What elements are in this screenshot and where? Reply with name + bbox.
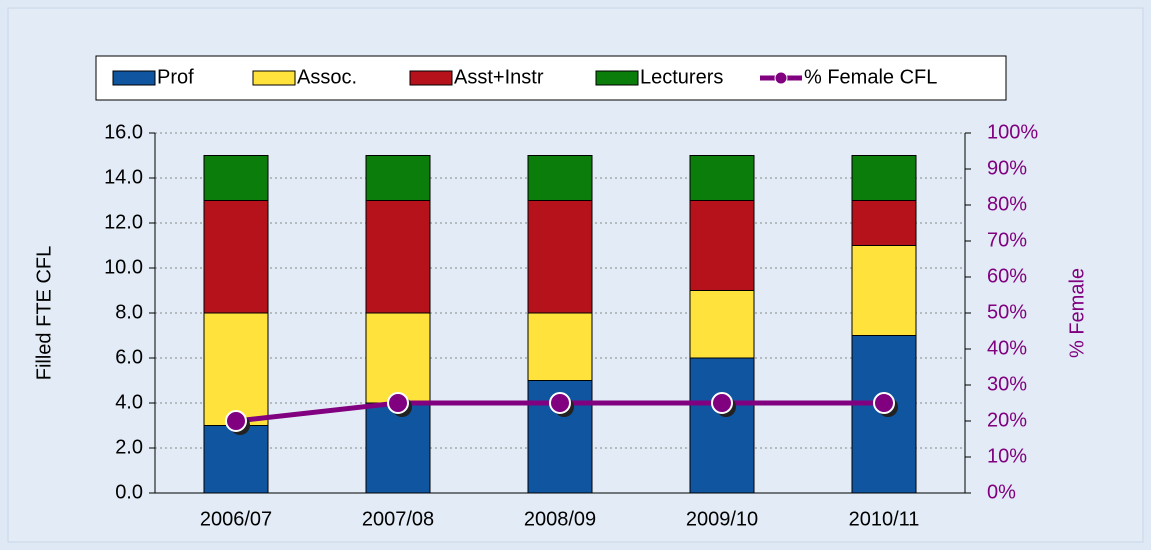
y2-tick-label: 40% (987, 337, 1027, 359)
legend-label: % Female CFL (804, 66, 937, 88)
bar-segment (851, 245, 917, 336)
x-tick-label: 2007/08 (362, 508, 434, 530)
legend-swatch (595, 70, 639, 86)
y2-tick-label: 0% (987, 481, 1016, 503)
bar-segment (689, 290, 755, 359)
legend-swatch (774, 71, 788, 85)
legend-label: Prof (157, 66, 194, 88)
line-marker (387, 392, 409, 414)
legend (95, 55, 1007, 101)
y2-tick-label: 20% (987, 409, 1027, 431)
y2-tick-label: 100% (987, 121, 1038, 143)
x-tick-label: 2006/07 (200, 508, 272, 530)
bar-segment (203, 200, 269, 314)
x-tick-label: 2009/10 (686, 508, 758, 530)
line-marker (549, 392, 571, 414)
y2-tick-label: 60% (987, 265, 1027, 287)
bar-segment (365, 402, 431, 494)
bar-segment (203, 155, 269, 201)
line-marker (225, 410, 247, 432)
bar-segment (203, 312, 269, 426)
legend-swatch (252, 70, 296, 86)
y2-tick-label: 80% (987, 193, 1027, 215)
y2-axis-label: % Female (1066, 268, 1088, 358)
y-tick-label: 0.0 (115, 481, 143, 503)
y-tick-label: 10.0 (104, 256, 143, 278)
y-tick-label: 8.0 (115, 301, 143, 323)
bar-segment (689, 200, 755, 291)
y2-tick-label: 70% (987, 229, 1027, 251)
line-marker (873, 392, 895, 414)
line-marker (711, 392, 733, 414)
x-tick-label: 2008/09 (524, 508, 596, 530)
y2-tick-label: 30% (987, 373, 1027, 395)
y-axis-label: Filled FTE CFL (33, 246, 55, 380)
legend-label: Lecturers (640, 66, 723, 88)
legend-swatch (112, 70, 156, 86)
y2-tick-label: 50% (987, 301, 1027, 323)
y-tick-label: 6.0 (115, 346, 143, 368)
bar-segment (527, 312, 593, 381)
bar-segment (851, 200, 917, 246)
y-tick-label: 12.0 (104, 211, 143, 233)
y-tick-label: 2.0 (115, 436, 143, 458)
bar-segment (365, 312, 431, 404)
bar-segment (527, 200, 593, 314)
legend-swatch (409, 70, 453, 86)
y-tick-label: 16.0 (104, 121, 143, 143)
legend-label: Asst+Instr (454, 66, 544, 88)
bar-segment (365, 200, 431, 314)
y2-tick-label: 10% (987, 445, 1027, 467)
bar-segment (689, 357, 755, 494)
y-tick-label: 4.0 (115, 391, 143, 413)
bar-segment (851, 155, 917, 201)
bar-segment (203, 425, 269, 494)
bar-segment (527, 155, 593, 201)
legend-label: Assoc. (297, 66, 357, 88)
x-tick-label: 2010/11 (849, 508, 920, 530)
y-tick-label: 14.0 (104, 166, 143, 188)
bar-segment (689, 155, 755, 201)
bar-segment (365, 155, 431, 201)
y2-tick-label: 90% (987, 157, 1027, 179)
